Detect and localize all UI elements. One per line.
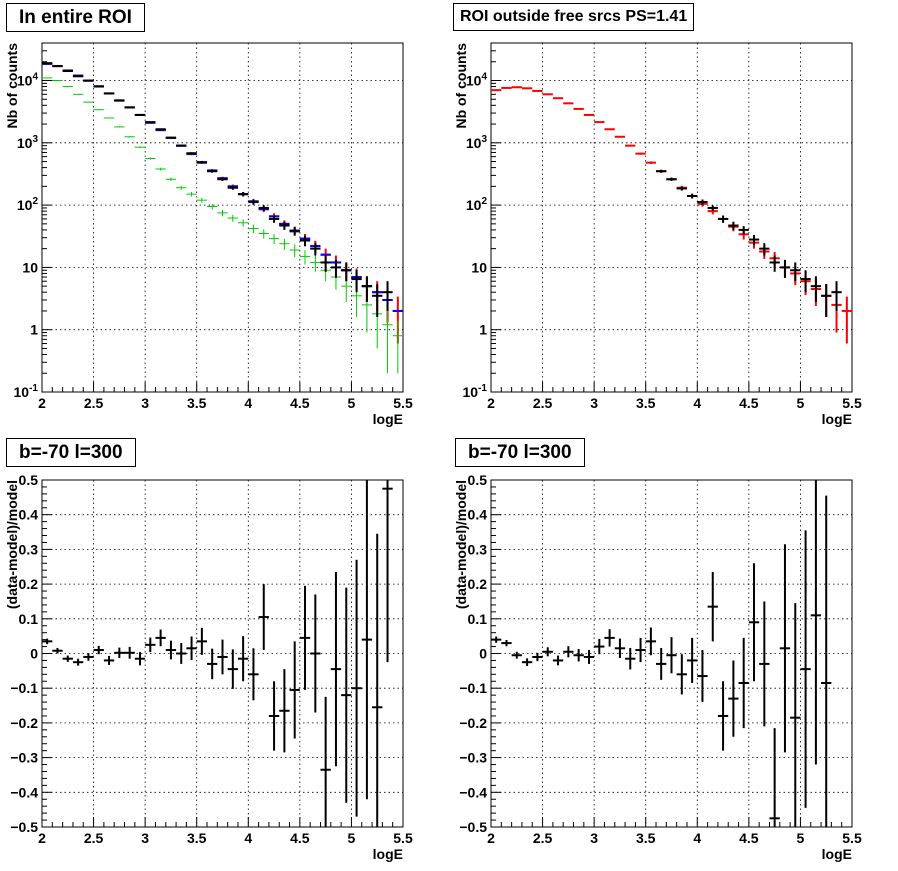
- x-tick-label: 2.5: [84, 395, 104, 411]
- x-tick-label: 5: [797, 830, 805, 846]
- y-tick-label: 1: [30, 322, 38, 338]
- y-tick-label: 10: [22, 259, 38, 275]
- y-tick-label: 0.4: [19, 507, 39, 523]
- y-tick-label: 0.5: [468, 472, 488, 488]
- series-1: [656, 169, 842, 317]
- series-2: [42, 77, 403, 374]
- y-tick-label: −0.1: [10, 680, 38, 696]
- y-tick-label: −0.4: [459, 784, 487, 800]
- x-tick-label: 3: [141, 830, 149, 846]
- x-tick-label: 2.5: [84, 830, 104, 846]
- y-tick-label: 0.1: [468, 611, 488, 627]
- x-tick-label: 4.5: [739, 830, 759, 846]
- chart-panel-2: 2 2.5 3 3.5 4 4.5 5 5.5 −0.5 −0.4 −0.3 −0.2 −0.1 0 0.1…: [4, 472, 413, 862]
- x-axis-title: logE: [822, 411, 852, 427]
- y-axis-title: (data-model)/model: [4, 480, 20, 609]
- x-tick-label: 2: [487, 395, 495, 411]
- x-tick-label: 5.5: [842, 830, 862, 846]
- y-tick-label: 0: [30, 646, 38, 662]
- x-axis-title: logE: [373, 846, 403, 862]
- y-tick-label: 104: [466, 72, 488, 89]
- x-tick-label: 5: [348, 395, 356, 411]
- x-tick-label: 4: [693, 830, 701, 846]
- y-tick-label: 104: [17, 72, 39, 89]
- series-0: [42, 480, 393, 827]
- y-tick-label: 103: [466, 134, 488, 151]
- y-tick-label: −0.4: [10, 784, 38, 800]
- y-tick-label: −0.2: [459, 715, 487, 731]
- x-tick-label: 2: [487, 830, 495, 846]
- x-tick-label: 5.5: [842, 395, 862, 411]
- y-tick-label: 103: [17, 134, 39, 151]
- x-tick-label: 3: [141, 395, 149, 411]
- chart-panel-1: 2 2.5 3 3.5 4 4.5 5 5.5 10-1 1 10 102 103 104 logE Nb o…: [453, 42, 862, 427]
- x-tick-label: 5: [797, 395, 805, 411]
- y-tick-label: −0.5: [459, 819, 487, 835]
- y-tick-label: −0.3: [10, 750, 38, 766]
- panel-title-bottom-right: b=-70 l=300: [455, 438, 585, 467]
- y-tick-label: 10: [471, 259, 487, 275]
- x-tick-label: 3: [590, 830, 598, 846]
- x-tick-label: 3.5: [187, 830, 207, 846]
- y-axis-title: Nb of counts: [4, 43, 20, 129]
- x-tick-label: 2.5: [533, 395, 553, 411]
- series-0: [491, 86, 852, 344]
- plot-frame: [490, 42, 853, 393]
- series-1: [42, 62, 403, 312]
- y-tick-label: 10-1: [14, 383, 39, 400]
- series-0: [491, 480, 832, 827]
- x-axis-title: logE: [373, 411, 403, 427]
- y-axis-title: Nb of counts: [453, 43, 469, 129]
- series-0: [42, 62, 403, 344]
- x-tick-label: 4: [244, 830, 252, 846]
- x-tick-label: 4: [693, 395, 701, 411]
- x-tick-label: 4: [244, 395, 252, 411]
- series-3: [42, 62, 393, 317]
- panel-title-top-right: ROI outside free srcs PS=1.41: [453, 3, 695, 31]
- x-tick-label: 3.5: [636, 395, 656, 411]
- x-tick-label: 3.5: [636, 830, 656, 846]
- y-tick-label: 0.5: [19, 472, 39, 488]
- y-tick-label: 0.4: [468, 507, 488, 523]
- plot-frame: [41, 42, 404, 393]
- x-tick-label: 2: [38, 830, 46, 846]
- x-tick-label: 4.5: [290, 830, 310, 846]
- y-tick-label: 10-1: [463, 383, 488, 400]
- x-tick-label: 5: [348, 830, 356, 846]
- y-tick-label: 102: [466, 196, 488, 213]
- y-tick-label: −0.1: [459, 680, 487, 696]
- y-tick-label: 0.1: [19, 611, 39, 627]
- y-tick-label: 0.3: [19, 541, 39, 557]
- x-tick-label: 4.5: [290, 395, 310, 411]
- chart-panel-0: 2 2.5 3 3.5 4 4.5 5 5.5 10-1 1 10 102 103 104 logE Nb o…: [4, 42, 413, 427]
- y-tick-label: 0.2: [19, 576, 39, 592]
- x-tick-label: 2.5: [533, 830, 553, 846]
- y-tick-label: 1: [479, 322, 487, 338]
- x-tick-label: 5.5: [393, 395, 413, 411]
- y-tick-label: 0.3: [468, 541, 488, 557]
- x-tick-label: 3: [590, 395, 598, 411]
- chart-panel-3: 2 2.5 3 3.5 4 4.5 5 5.5 −0.5 −0.4 −0.3 −0.2 −0.1 0 0.1…: [453, 472, 862, 862]
- panel-title-top-left: In entire ROI: [6, 3, 145, 32]
- y-tick-label: −0.5: [10, 819, 38, 835]
- y-tick-label: 0: [479, 646, 487, 662]
- x-axis-title: logE: [822, 846, 852, 862]
- y-tick-label: −0.3: [459, 750, 487, 766]
- x-tick-label: 5.5: [393, 830, 413, 846]
- y-tick-label: −0.2: [10, 715, 38, 731]
- x-tick-label: 4.5: [739, 395, 759, 411]
- y-axis-title: (data-model)/model: [453, 480, 469, 609]
- x-tick-label: 3.5: [187, 395, 207, 411]
- y-tick-label: 0.2: [468, 576, 488, 592]
- panel-title-bottom-left: b=-70 l=300: [6, 438, 136, 467]
- y-tick-label: 102: [17, 196, 39, 213]
- x-tick-label: 2: [38, 395, 46, 411]
